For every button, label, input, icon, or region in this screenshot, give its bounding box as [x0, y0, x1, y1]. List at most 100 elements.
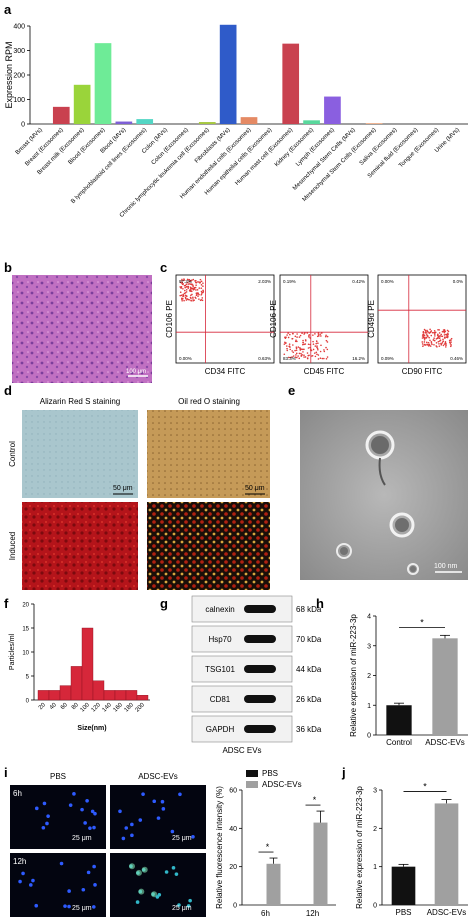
flow-event	[303, 354, 305, 357]
flow-y-label: CD49d PE	[367, 300, 376, 338]
x-tick-label: Colon (Exosomes)	[151, 127, 190, 166]
flow-event	[434, 331, 436, 334]
significance-marker: *	[423, 782, 427, 792]
bar	[219, 24, 237, 124]
y-tick-label: 40	[229, 826, 237, 833]
flow-event	[325, 334, 327, 337]
flow-event	[184, 296, 187, 299]
flow-event	[306, 352, 309, 354]
nucleus	[191, 834, 195, 839]
flow-event	[182, 287, 184, 290]
flow-event	[287, 356, 290, 359]
nucleus	[63, 904, 67, 908]
flow-event	[202, 285, 204, 287]
flow-x-label: CD34 FITC	[205, 367, 246, 376]
y-tick-label: 2	[373, 826, 377, 833]
flow-event	[315, 351, 318, 354]
flow-event	[288, 343, 291, 345]
y-tick-label: 10	[22, 651, 29, 657]
flow-event	[296, 333, 298, 335]
flow-event	[200, 284, 203, 286]
flow-event	[447, 330, 450, 333]
flow-event	[314, 355, 317, 358]
flow-plot: 97.2% 2.03% 0.00% 0.63% CD34 FITC CD106 PE	[165, 274, 275, 376]
x-tick-label: 6h	[261, 909, 270, 918]
flow-event	[307, 343, 310, 346]
flow-event	[312, 334, 314, 336]
flow-event	[427, 341, 430, 344]
flow-event	[449, 345, 452, 348]
nucleus	[156, 816, 161, 820]
flow-event	[184, 292, 187, 294]
flow-y-label: CD106 PE	[269, 300, 278, 338]
panel-label-d: d	[4, 383, 12, 398]
y-axis-title: Particles/ml	[9, 633, 16, 670]
flow-event	[319, 350, 322, 353]
flow-event	[300, 355, 303, 357]
x-tick-label: Breast (Exosomes)	[24, 127, 64, 167]
flow-plot-frame	[175, 274, 275, 364]
x-tick-label: Blood (Exosomes)	[68, 127, 107, 166]
y-tick-label: 20	[229, 864, 237, 871]
flow-event	[443, 336, 446, 339]
flow-event	[316, 345, 318, 347]
y-axis-title: Relative expression of miR-223-3p	[355, 786, 364, 909]
flow-event	[441, 335, 444, 338]
flow-event	[286, 347, 288, 350]
flow-event	[295, 347, 298, 350]
tem-image	[300, 410, 468, 580]
flow-event	[320, 344, 322, 347]
flow-event	[315, 342, 318, 345]
nucleus	[170, 829, 175, 834]
flow-event	[180, 286, 182, 289]
nucleus	[177, 903, 181, 907]
flow-event	[429, 339, 431, 342]
flow-event	[289, 356, 292, 359]
chart-j: 0 1 2 3 Relative expression of miR-223-3p PBS…	[355, 782, 468, 917]
flow-event	[425, 334, 428, 336]
flow-event	[187, 283, 190, 285]
x-tick-label: 160	[113, 702, 125, 714]
flow-event	[198, 287, 201, 289]
he-stain-image	[12, 275, 152, 383]
flow-event	[184, 294, 187, 297]
flow-event	[184, 297, 187, 300]
flow-event	[296, 340, 298, 343]
flow-event	[283, 353, 286, 356]
legend-swatch	[246, 770, 258, 777]
bar	[48, 690, 61, 701]
flow-event	[423, 336, 426, 339]
flow-event	[194, 280, 196, 282]
flow-event	[312, 343, 315, 345]
bar	[81, 627, 94, 701]
nucleus	[29, 883, 33, 887]
bar	[386, 705, 412, 735]
blot-protein-label: GAPDH	[206, 725, 235, 734]
flow-event	[301, 332, 303, 335]
flow-event	[442, 344, 445, 347]
nucleus	[178, 792, 182, 797]
blot-kda-label: 68 kDa	[296, 605, 322, 614]
nucleus	[92, 825, 96, 830]
flow-event	[444, 330, 447, 333]
flow-event	[307, 347, 310, 349]
flow-event	[429, 328, 431, 331]
nucleus	[124, 826, 129, 830]
flow-event	[433, 333, 436, 335]
flow-event	[190, 290, 192, 292]
flow-event	[315, 340, 318, 342]
flow-event	[191, 293, 193, 296]
chart-i: 0 20 40 60 Relative fluorescence intensity (…	[215, 769, 336, 918]
panel-label-h: h	[316, 596, 324, 611]
flow-event	[286, 334, 288, 336]
flow-event	[438, 345, 441, 347]
flow-event	[190, 299, 193, 302]
flow-event	[326, 341, 329, 343]
flow-event	[421, 343, 424, 345]
flow-event	[421, 335, 424, 337]
significance-marker: *	[313, 795, 317, 805]
flow-event	[424, 344, 427, 346]
